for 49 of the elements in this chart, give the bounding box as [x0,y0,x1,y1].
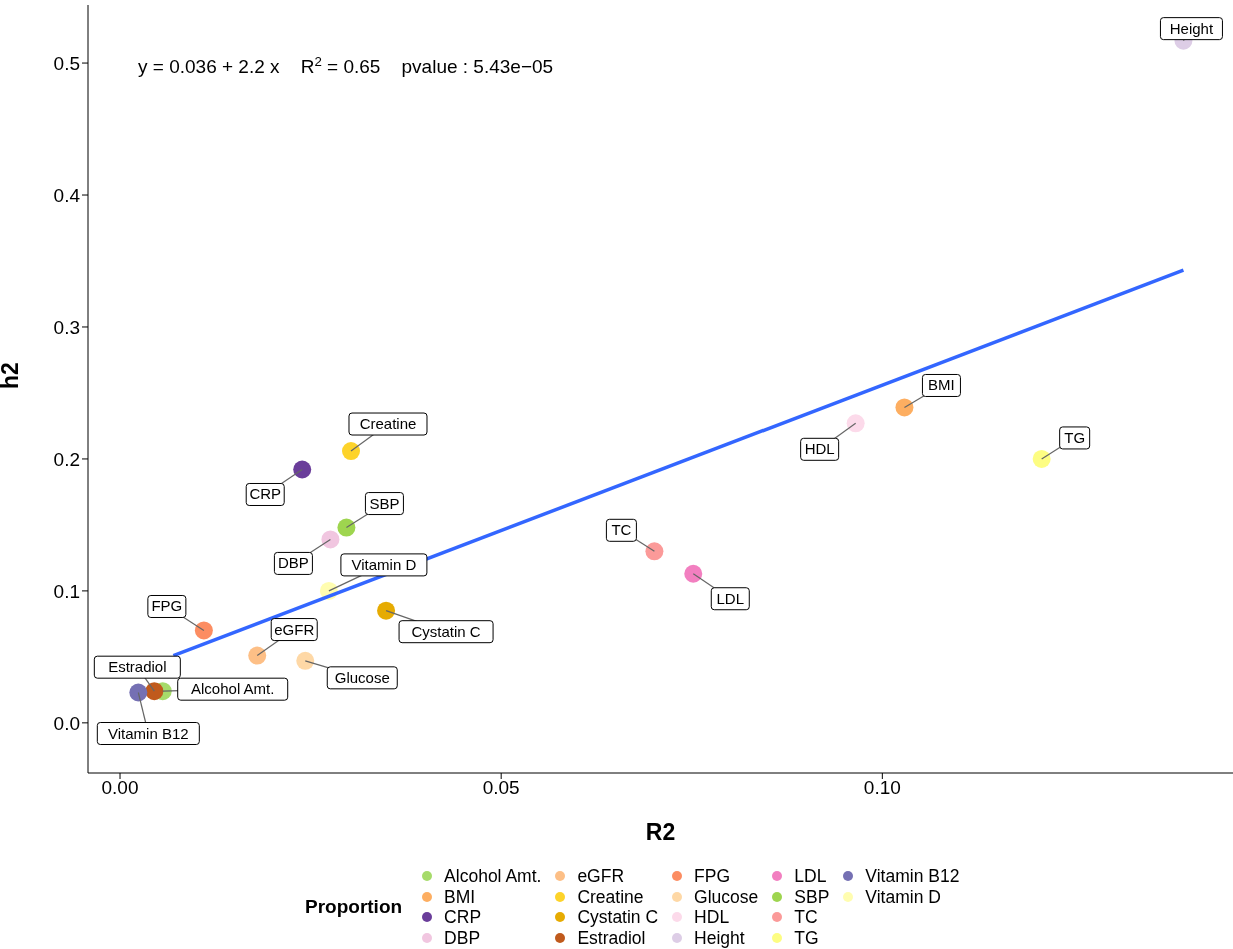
text: TG [1064,428,1086,446]
legend-label: Estradiol [577,927,646,948]
legend-label: Vitamin B12 [865,866,960,887]
text: SBP [369,494,400,512]
text: Estradiol [108,658,167,676]
text: Vitamin B12 [108,724,189,742]
text: DBP [277,554,309,572]
y-axis-title: h2 [0,362,24,389]
legend-label: TG [794,927,819,948]
y-tick-label: 0.0 [53,712,80,734]
legend-label: TC [794,907,818,928]
text: FPG [151,597,183,615]
y-tick-label: 0.1 [53,580,80,602]
x-tick-label: 0.00 [101,777,139,799]
legend-label: FPG [694,866,731,887]
y-tick-label: 0.4 [53,184,81,206]
text: BMI [928,376,955,394]
legend-label: eGFR [577,866,625,887]
y-tick-label: 0.3 [53,316,80,338]
x-tick-label: 0.05 [482,777,520,799]
text: HDL [804,440,835,458]
text: Glucose [334,668,390,686]
y-tick-label: 0.2 [53,448,80,470]
legend-label: Alcohol Amt. [444,866,542,887]
legend-label: LDL [794,866,827,887]
legend-label: SBP [794,886,830,907]
legend-label: HDL [694,907,730,928]
legend-label: Cystatin C [577,907,659,928]
text: eGFR [274,620,315,638]
text: Alcohol Amt. [191,680,275,698]
text: TC [611,521,632,539]
x-axis-title: R2 [645,819,676,845]
text: Creatine [359,415,417,433]
legend-label: CRP [444,907,482,928]
text: Height [1169,19,1214,37]
legend-label: BMI [444,886,476,907]
annotation: y = 0.036 + 2.2 x R$^{2}$ = 0.65 pvalue : 5.43e−05 [138,53,554,77]
legend-label: DBP [444,927,481,948]
legend-label: Height [694,927,745,948]
y-tick-label: 0.5 [53,52,80,74]
text: Vitamin D [351,555,417,573]
legend-label: Vitamin D [865,886,941,907]
text: Cystatin C [411,622,481,640]
text: CRP [249,485,282,503]
x-tick-label: 0.10 [863,777,901,799]
text: LDL [716,589,745,607]
legend-label: Creatine [577,886,644,907]
legend-label: Glucose [694,886,759,907]
legend-title: Proportion [305,896,403,918]
